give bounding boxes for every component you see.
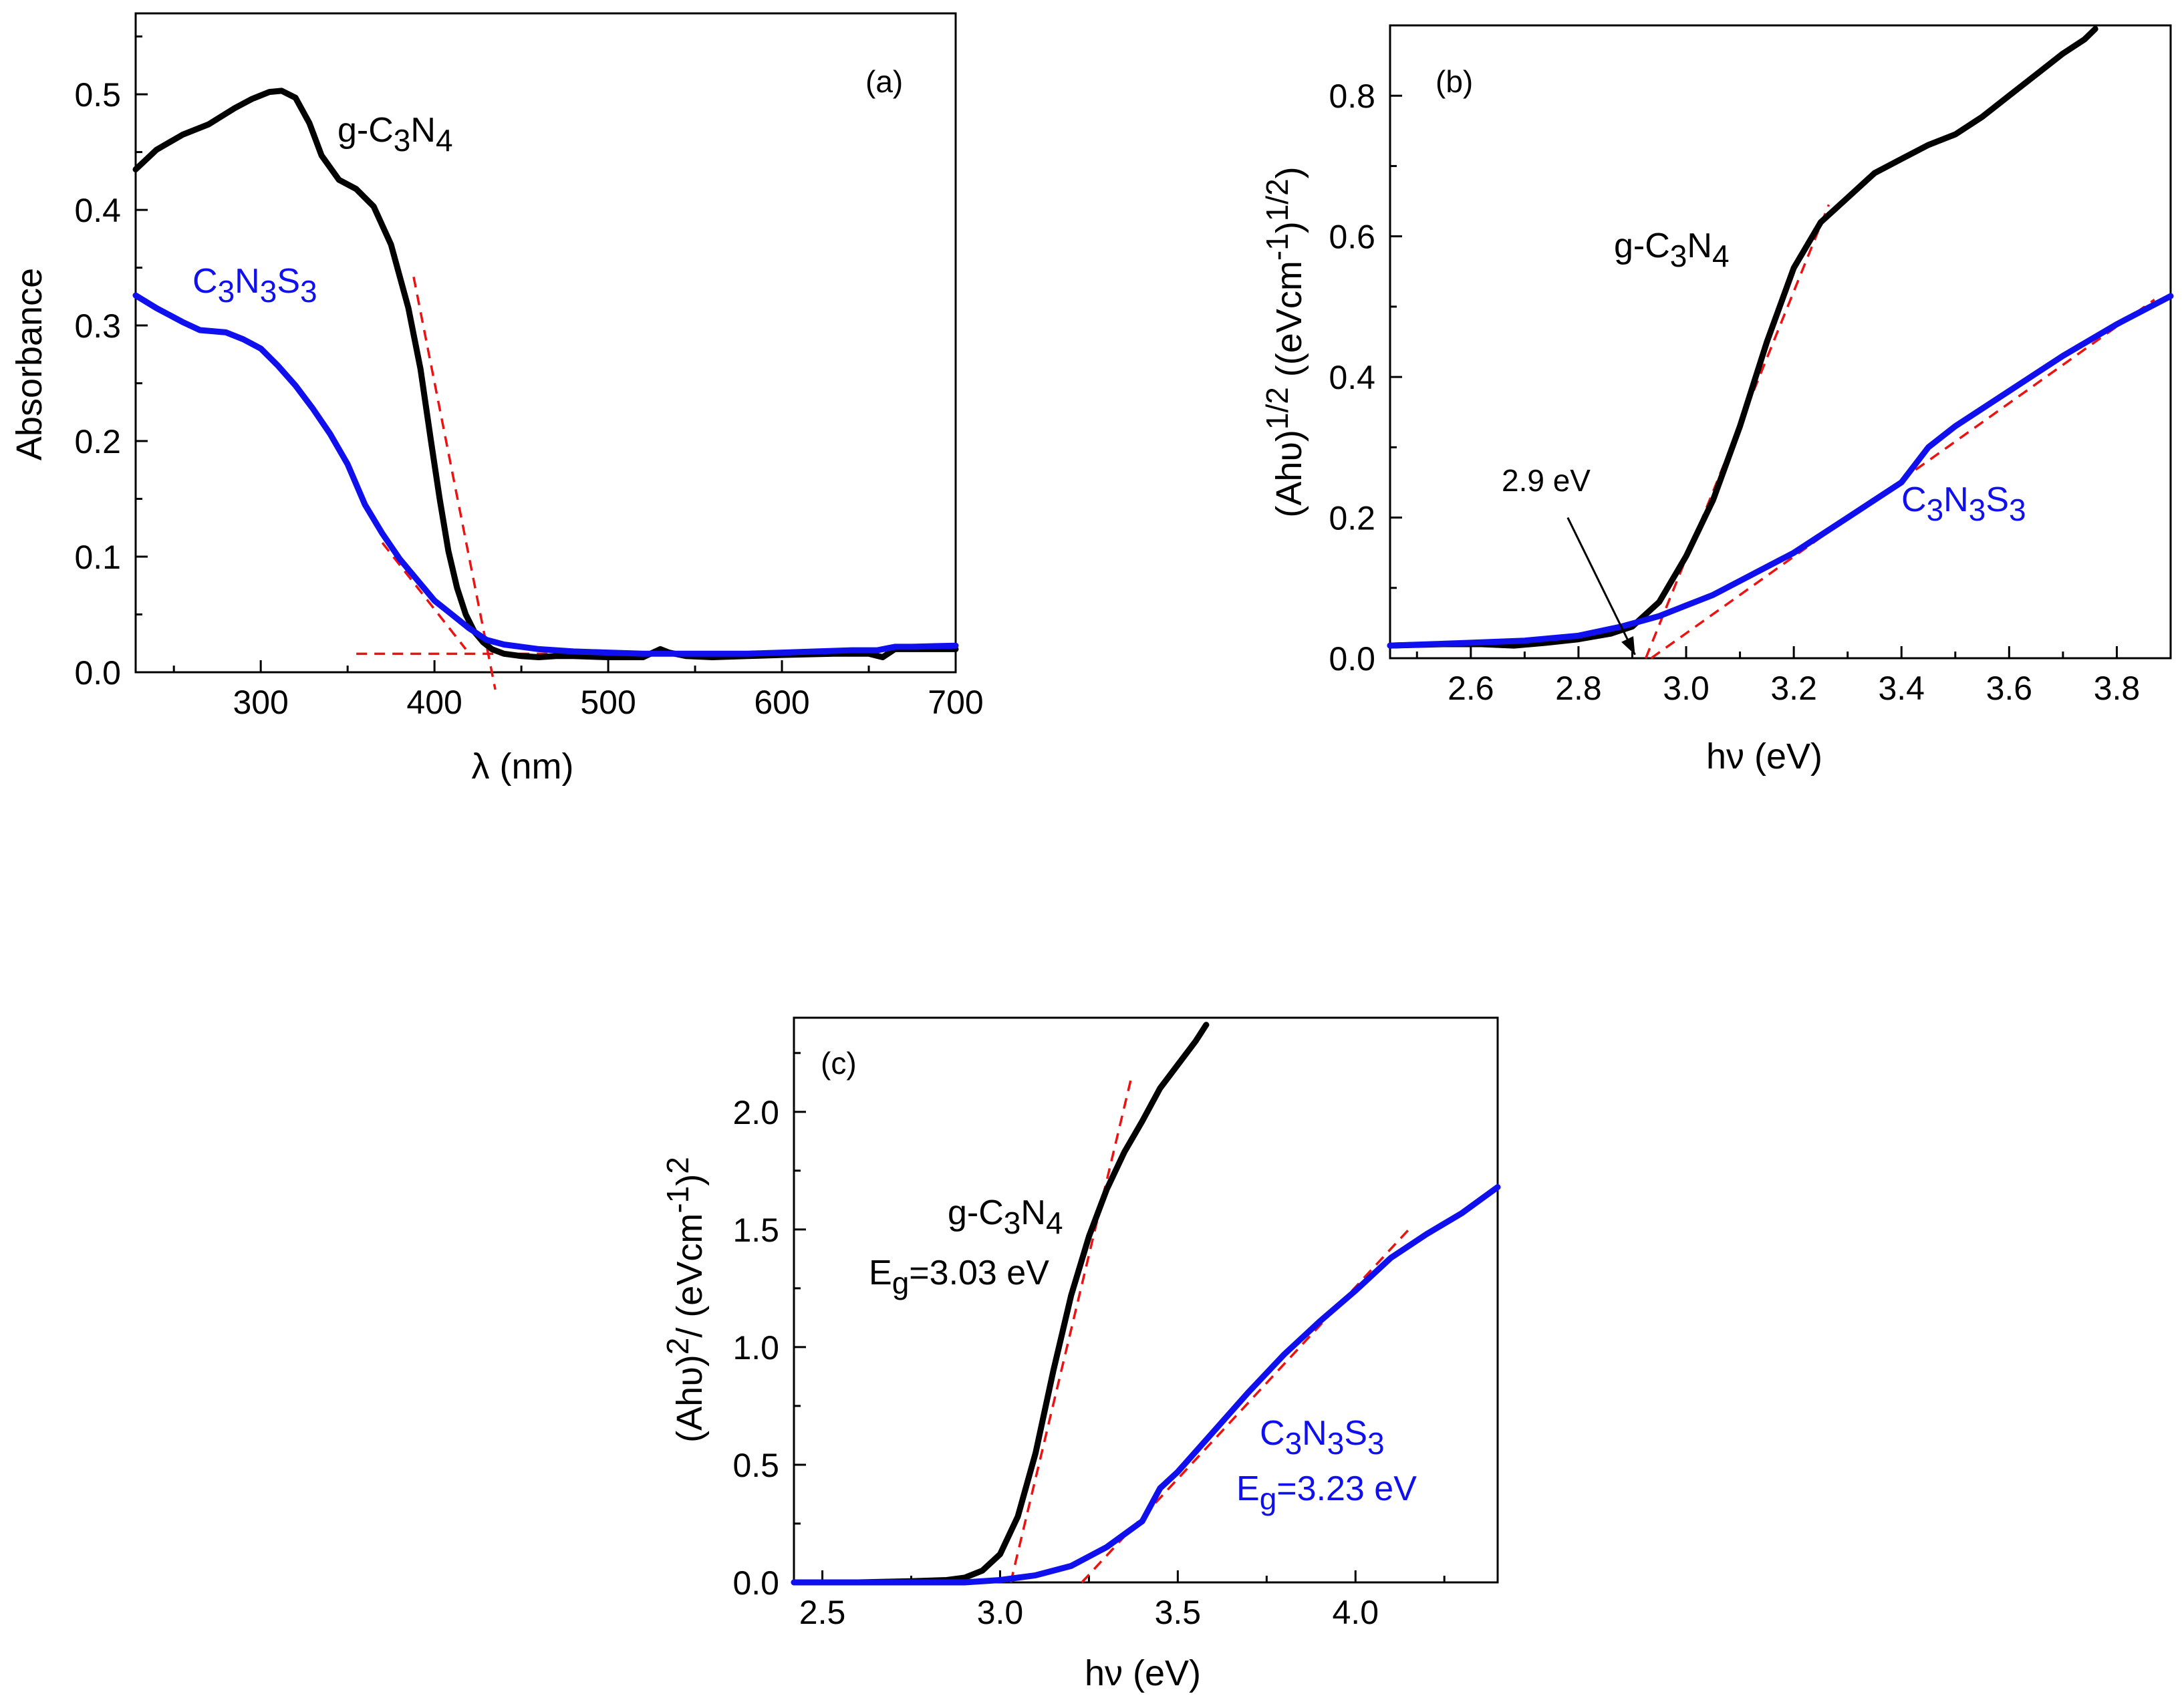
x-tick-label-a: 300 (233, 684, 288, 721)
y-tick-label-a: 0.2 (74, 423, 121, 460)
series-line-c3n3s3-c (791, 1184, 1501, 1586)
x-tick-label-b: 3.8 (2094, 670, 2141, 707)
bandgap-label-c3n3s3: Eg=3.23 eV (1236, 1469, 1417, 1516)
y-tick-label-a: 0.1 (74, 539, 121, 576)
x-axis-title-a: λ (nm) (472, 746, 574, 787)
x-axis-title-b: hν (eV) (1706, 736, 1822, 776)
x-tick-label-c: 2.5 (799, 1594, 846, 1631)
y-tick-label-b: 0.8 (1329, 78, 1375, 115)
y-tick-label-b: 0.4 (1329, 359, 1375, 396)
panel-tag-c: (c) (821, 1046, 857, 1081)
x-tick-label-b: 3.0 (1663, 670, 1710, 707)
series-line-g-c3n4-b (1387, 25, 2098, 649)
curves-a (132, 88, 959, 660)
y-tick-label-a: 0.0 (74, 654, 121, 692)
panel-c: 2.5 3.0 3.5 4.00.00.51.01.52.0 (c) hν (eV) … (660, 1016, 1501, 1693)
x-tick-label-b: 2.8 (1555, 670, 1602, 707)
y-tick-label-c: 0.5 (732, 1447, 779, 1484)
plot-frame-a (134, 12, 957, 674)
plot-frame-b (1389, 24, 2172, 660)
x-tick-label-b: 3.6 (1986, 670, 2033, 707)
y-axis-title-b: (Ahυ)1/2 ((eVcm-1)1/2) (1260, 166, 1309, 517)
y-tick-label-c: 1.5 (732, 1212, 779, 1249)
x-axis-title-c: hν (eV) (1085, 1653, 1201, 1693)
ticks-c: 2.5 3.0 3.5 4.0 0.0 0.5 1.0 1.5 2.0 (732, 1052, 1446, 1631)
annotation-arrow-head (1621, 635, 1635, 655)
bandgap-label-g-c3n4: Eg=3.03 eV (869, 1254, 1049, 1300)
y-tick-label-c: 1.0 (732, 1329, 779, 1367)
series-label-g-c3n4-a: g-C3N4 (337, 111, 453, 158)
ticks-b: 2.6 2.8 3.0 3.2 3.4 3.6 3.8 0.0 0.2 0.4 0.6 0.8 (1329, 24, 2172, 707)
series-label-c3n3s3-b: C3N3S3 (1901, 480, 2026, 527)
x-tick-label-c: 3.5 (1155, 1594, 1202, 1631)
annotation-arrow-shaft (1566, 517, 1636, 656)
annotation-2-9-ev: 2.9 eV (1502, 463, 1591, 498)
x-tick-label-c: 4.0 (1333, 1594, 1379, 1631)
panel-tag-a: (a) (865, 64, 903, 99)
fit-line-a-0 (412, 277, 497, 690)
x-tick-label-b: 3.4 (1878, 670, 1925, 707)
arrow-2-9-ev (1566, 517, 1636, 656)
series-line-g-c3n4-a (132, 88, 959, 660)
panel-tag-b: (b) (1436, 64, 1473, 99)
y-tick-label-a: 0.3 (74, 307, 121, 345)
y-tick-label-b: 0.0 (1329, 640, 1375, 678)
series-line-c3n3s3-b (1387, 293, 2174, 649)
x-tick-label-a: 600 (754, 684, 809, 721)
y-tick-label-b: 0.2 (1329, 500, 1375, 537)
series-label-g-c3n4-b: g-C3N4 (1614, 227, 1730, 273)
fit-lines-a (356, 277, 644, 690)
x-tick-label-a: 400 (406, 684, 462, 721)
curves-c (791, 1022, 1501, 1586)
y-tick-label-a: 0.5 (74, 76, 121, 114)
x-tick-label-a: 700 (928, 684, 983, 721)
x-tick-label-a: 500 (580, 684, 636, 721)
y-tick-label-b: 0.6 (1329, 219, 1375, 256)
fit-line-c-0 (1009, 1076, 1133, 1583)
x-tick-label-b: 3.2 (1770, 670, 1817, 707)
series-line-c3n3s3-a (132, 292, 959, 657)
x-tick-label-c: 3.0 (977, 1594, 1024, 1631)
series-label-c3n3s3-c: C3N3S3 (1260, 1414, 1385, 1461)
series-label-c3n3s3-a: C3N3S3 (192, 262, 317, 309)
series-line-g-c3n4-c (791, 1022, 1210, 1586)
x-tick-label-b: 2.6 (1448, 670, 1494, 707)
y-tick-label-a: 0.4 (74, 192, 121, 229)
y-axis-title-c: (Ahυ)2/ (eVcm-1)2 (660, 1157, 710, 1443)
plot-frame-c (793, 1016, 1499, 1584)
panel-b: 2.6 2.8 3.0 3.2 3.4 3.6 3.8 0.0 0.2 0.4 0.6 0.8 (b)… (1260, 24, 2174, 776)
fit-line-a-1 (381, 542, 467, 650)
y-tick-label-c: 0.0 (732, 1564, 779, 1602)
series-label-g-c3n4-c: g-C3N4 (948, 1193, 1063, 1240)
y-axis-title-a: Absorbance (9, 268, 49, 460)
ticks-a: 300 400 500 600 700 0.0 0.1 0.2 0.3 0.4 0.5 (74, 35, 984, 721)
panel-a: 300 400 500 600 700 0.0 0.1 0.2 0.3 0.4 0.5 (a) λ … (9, 12, 984, 787)
y-tick-label-c: 2.0 (732, 1094, 779, 1131)
curves-b (1387, 25, 2174, 649)
